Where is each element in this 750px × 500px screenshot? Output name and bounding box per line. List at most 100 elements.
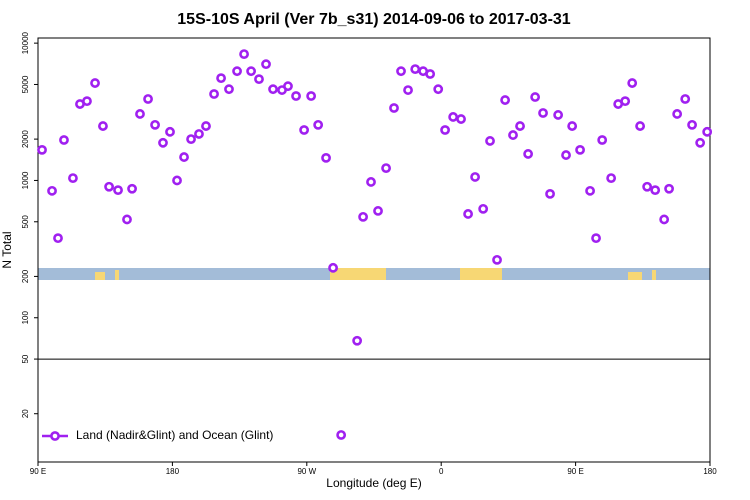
data-point bbox=[336, 430, 347, 440]
data-point bbox=[403, 85, 413, 95]
data-point bbox=[47, 185, 57, 196]
data-point bbox=[150, 119, 160, 130]
x-tick-label: 90 E bbox=[30, 467, 46, 476]
data-point bbox=[664, 183, 674, 194]
data-point bbox=[299, 125, 310, 135]
data-point bbox=[254, 74, 264, 85]
data-point bbox=[585, 185, 595, 196]
data-point bbox=[538, 108, 548, 118]
data-point bbox=[448, 112, 459, 122]
data-point bbox=[268, 84, 278, 95]
data-point bbox=[122, 214, 132, 225]
data-point bbox=[328, 262, 338, 273]
data-point bbox=[567, 121, 578, 131]
data-point bbox=[224, 84, 234, 95]
data-point bbox=[515, 121, 525, 131]
data-point bbox=[216, 73, 226, 84]
x-axis-label: Longitude (deg E) bbox=[326, 476, 421, 490]
data-point bbox=[239, 49, 249, 60]
data-point bbox=[381, 163, 391, 173]
data-point bbox=[627, 78, 638, 88]
data-point bbox=[352, 335, 363, 346]
land-ocean-strip bbox=[38, 268, 710, 280]
data-point bbox=[291, 91, 301, 101]
data-point bbox=[433, 84, 444, 95]
data-point bbox=[313, 119, 324, 130]
data-point bbox=[209, 89, 219, 99]
data-point bbox=[135, 109, 145, 119]
data-point bbox=[90, 78, 100, 88]
data-point bbox=[104, 181, 114, 192]
data-point bbox=[373, 206, 383, 216]
data-point bbox=[659, 214, 670, 225]
data-point bbox=[201, 121, 211, 131]
data-point bbox=[575, 144, 585, 155]
y-tick-label: 50 bbox=[21, 354, 30, 363]
data-point bbox=[642, 181, 653, 192]
x-tick-label: 180 bbox=[166, 467, 180, 476]
x-tick-label: 90 E bbox=[567, 467, 583, 476]
data-point bbox=[597, 135, 608, 145]
data-point bbox=[425, 69, 436, 79]
chart-title: 15S-10S April (Ver 7b_s31) 2014-09-06 to… bbox=[177, 11, 571, 28]
data-point bbox=[553, 110, 564, 120]
x-tick-label: 0 bbox=[439, 467, 444, 476]
data-point bbox=[680, 94, 691, 104]
data-point bbox=[485, 136, 495, 146]
data-point bbox=[165, 126, 175, 137]
data-point bbox=[194, 129, 204, 139]
data-point bbox=[143, 94, 153, 104]
data-point bbox=[523, 149, 534, 159]
data-point bbox=[366, 177, 376, 187]
data-point bbox=[650, 185, 661, 196]
data-point bbox=[82, 96, 92, 107]
data-point bbox=[672, 109, 683, 119]
data-point bbox=[358, 211, 368, 222]
y-tick-label: 500 bbox=[21, 215, 30, 229]
data-point bbox=[172, 175, 182, 186]
data-point bbox=[127, 183, 137, 194]
data-point bbox=[591, 233, 601, 244]
data-point bbox=[68, 173, 78, 184]
data-point bbox=[158, 137, 168, 148]
data-point bbox=[478, 203, 489, 214]
data-point bbox=[396, 66, 406, 77]
legend-marker bbox=[50, 431, 60, 441]
data-point bbox=[561, 150, 571, 160]
y-tick-label: 100 bbox=[21, 311, 30, 325]
data-point bbox=[179, 152, 189, 162]
data-point bbox=[463, 209, 473, 219]
data-point bbox=[635, 121, 646, 131]
data-point bbox=[389, 103, 399, 113]
y-tick-label: 2000 bbox=[21, 130, 30, 148]
data-point bbox=[261, 59, 271, 70]
data-point bbox=[59, 135, 69, 145]
y-tick-label: 5000 bbox=[21, 75, 30, 93]
data-point bbox=[113, 185, 123, 196]
legend-label: Land (Nadir&Glint) and Ocean (Glint) bbox=[76, 428, 273, 442]
data-point bbox=[98, 121, 108, 131]
data-point bbox=[306, 91, 317, 101]
x-tick-label: 180 bbox=[703, 467, 717, 476]
y-tick-label: 1000 bbox=[21, 171, 30, 189]
data-point bbox=[470, 172, 480, 182]
data-point bbox=[508, 130, 518, 140]
data-point bbox=[545, 188, 555, 199]
y-tick-label: 10000 bbox=[21, 31, 30, 54]
x-tick-label: 90 W bbox=[297, 467, 316, 476]
data-point bbox=[53, 233, 63, 244]
data-point bbox=[410, 64, 421, 75]
data-point bbox=[687, 119, 697, 130]
y-axis-label: N Total bbox=[0, 231, 14, 268]
data-point bbox=[530, 92, 541, 102]
data-point bbox=[500, 95, 511, 105]
plot-frame bbox=[37, 37, 711, 463]
data-point bbox=[186, 134, 196, 145]
y-tick-label: 200 bbox=[21, 269, 30, 283]
data-point bbox=[232, 66, 242, 77]
y-tick-label: 20 bbox=[21, 409, 30, 418]
data-point bbox=[695, 137, 706, 148]
data-point bbox=[620, 96, 631, 107]
data-point bbox=[321, 152, 331, 163]
